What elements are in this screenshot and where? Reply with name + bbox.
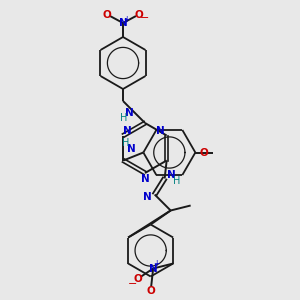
Text: N: N [156, 127, 165, 136]
Text: N: N [167, 170, 176, 181]
Text: N: N [123, 127, 132, 136]
Text: O: O [103, 10, 111, 20]
Text: +: + [153, 259, 159, 268]
Text: N: N [143, 191, 152, 202]
Text: O: O [200, 148, 209, 158]
Text: N: N [149, 263, 158, 274]
Text: +: + [123, 14, 129, 23]
Text: O: O [134, 274, 142, 284]
Text: H: H [120, 113, 128, 123]
Text: N: N [118, 18, 127, 28]
Text: N: N [141, 174, 149, 184]
Text: H: H [122, 139, 129, 148]
Text: −: − [140, 13, 150, 23]
Text: N: N [124, 108, 134, 118]
Text: N: N [127, 143, 136, 154]
Text: O: O [135, 10, 143, 20]
Text: H: H [173, 176, 180, 187]
Text: −: − [128, 280, 137, 290]
Text: O: O [147, 286, 155, 296]
